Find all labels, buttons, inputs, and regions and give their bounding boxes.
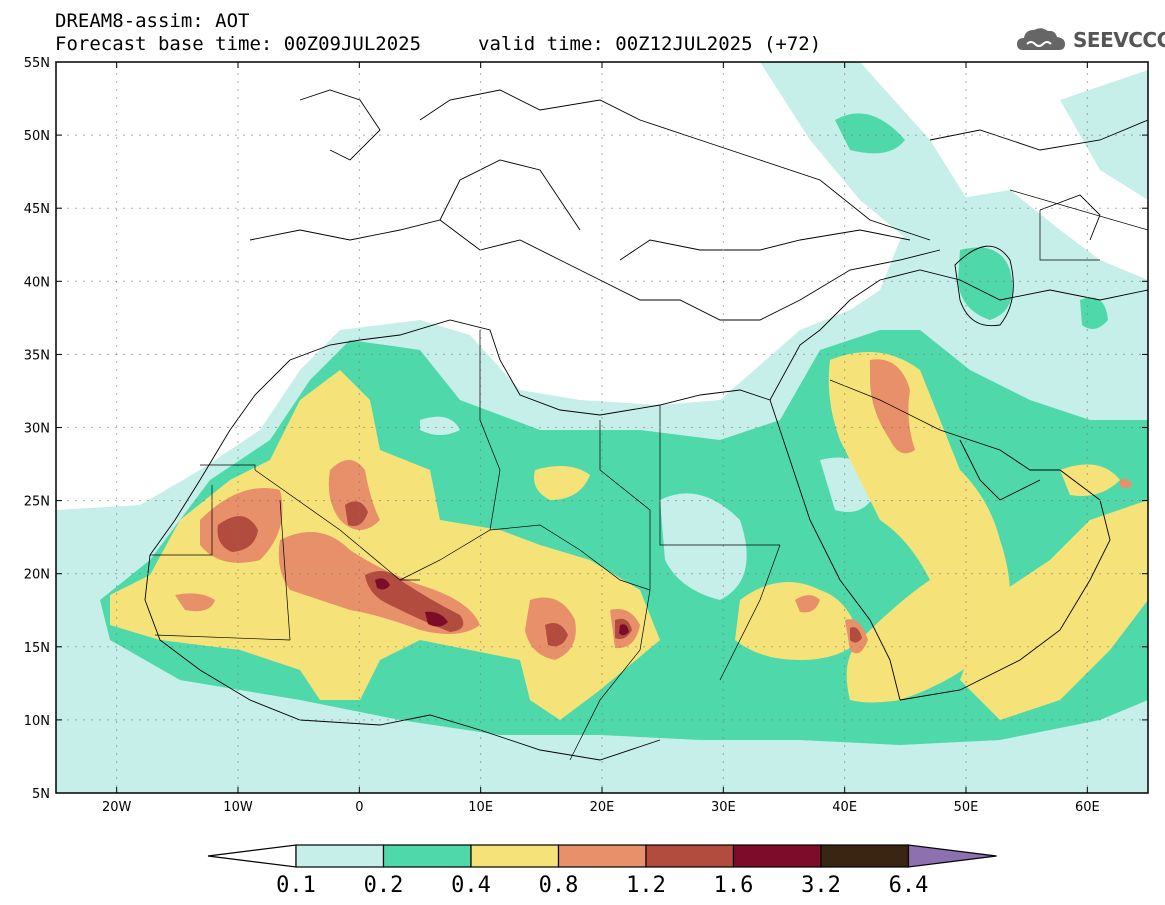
lat-label: 30N xyxy=(24,422,50,437)
lon-label: 40E xyxy=(832,800,857,815)
lat-label: 20N xyxy=(24,568,50,583)
forecast-base-time: Forecast base time: 00Z09JUL2025 xyxy=(55,33,422,55)
colorbar-label: 1.6 xyxy=(714,873,754,898)
valid-time: valid time: 00Z12JUL2025 (+72) xyxy=(478,33,822,55)
colorbar-label: 1.2 xyxy=(626,873,666,898)
lon-label: 10E xyxy=(468,800,493,815)
colorbar-box xyxy=(645,844,735,868)
colorbar-label: 0.4 xyxy=(451,873,491,898)
colorbar-box xyxy=(470,844,560,868)
seevccc-logo: SEEVCCC xyxy=(1073,28,1165,52)
lon-label: 20E xyxy=(590,800,615,815)
lat-label: 25N xyxy=(24,495,50,510)
colorbar-label: 0.1 xyxy=(276,873,316,898)
colorbar-min-arrow xyxy=(207,844,297,868)
aot-contours xyxy=(56,62,1148,793)
map-title: DREAM8-assim: AOT xyxy=(55,10,250,32)
lat-label: 55N xyxy=(24,56,50,71)
colorbar-box xyxy=(382,844,472,868)
lon-label: 60E xyxy=(1075,800,1100,815)
colorbar-label: 6.4 xyxy=(889,873,929,898)
lon-label: 20W xyxy=(102,800,132,815)
latitude-labels: 55N 50N 45N 40N 35N 30N 25N 20N 15N 10N 5N xyxy=(24,56,1148,802)
colorbar-label: 0.2 xyxy=(364,873,404,898)
colorbar-max-arrow xyxy=(907,844,997,868)
longitude-labels: 20W 10W 0 10E 20E 30E 40E 50E 60E xyxy=(102,62,1100,815)
contour-0.4 xyxy=(110,352,1148,720)
colorbar: 0.1 0.2 0.4 0.8 1.2 1.6 3.2 6.4 xyxy=(207,844,997,898)
lon-label: 50E xyxy=(954,800,979,815)
colorbar-box xyxy=(820,844,910,868)
country-borders xyxy=(150,189,1148,761)
lat-label: 40N xyxy=(24,275,50,290)
lat-label: 50N xyxy=(24,129,50,144)
colorbar-box xyxy=(732,844,822,868)
colorbar-box xyxy=(557,844,647,868)
lat-label: 15N xyxy=(24,641,50,656)
graticule xyxy=(59,65,1141,787)
lat-label: 5N xyxy=(32,787,50,802)
colorbar-box xyxy=(295,844,385,868)
lat-label: 45N xyxy=(24,202,50,217)
lat-label: 10N xyxy=(24,714,50,729)
lon-label: 0 xyxy=(355,800,363,815)
lon-label: 10W xyxy=(223,800,253,815)
colorbar-label: 0.8 xyxy=(539,873,579,898)
lon-label: 30E xyxy=(711,800,736,815)
contour-1.6 xyxy=(375,578,629,636)
colorbar-label: 3.2 xyxy=(801,873,841,898)
cloud-icon xyxy=(1017,28,1065,50)
lat-label: 35N xyxy=(24,348,50,363)
